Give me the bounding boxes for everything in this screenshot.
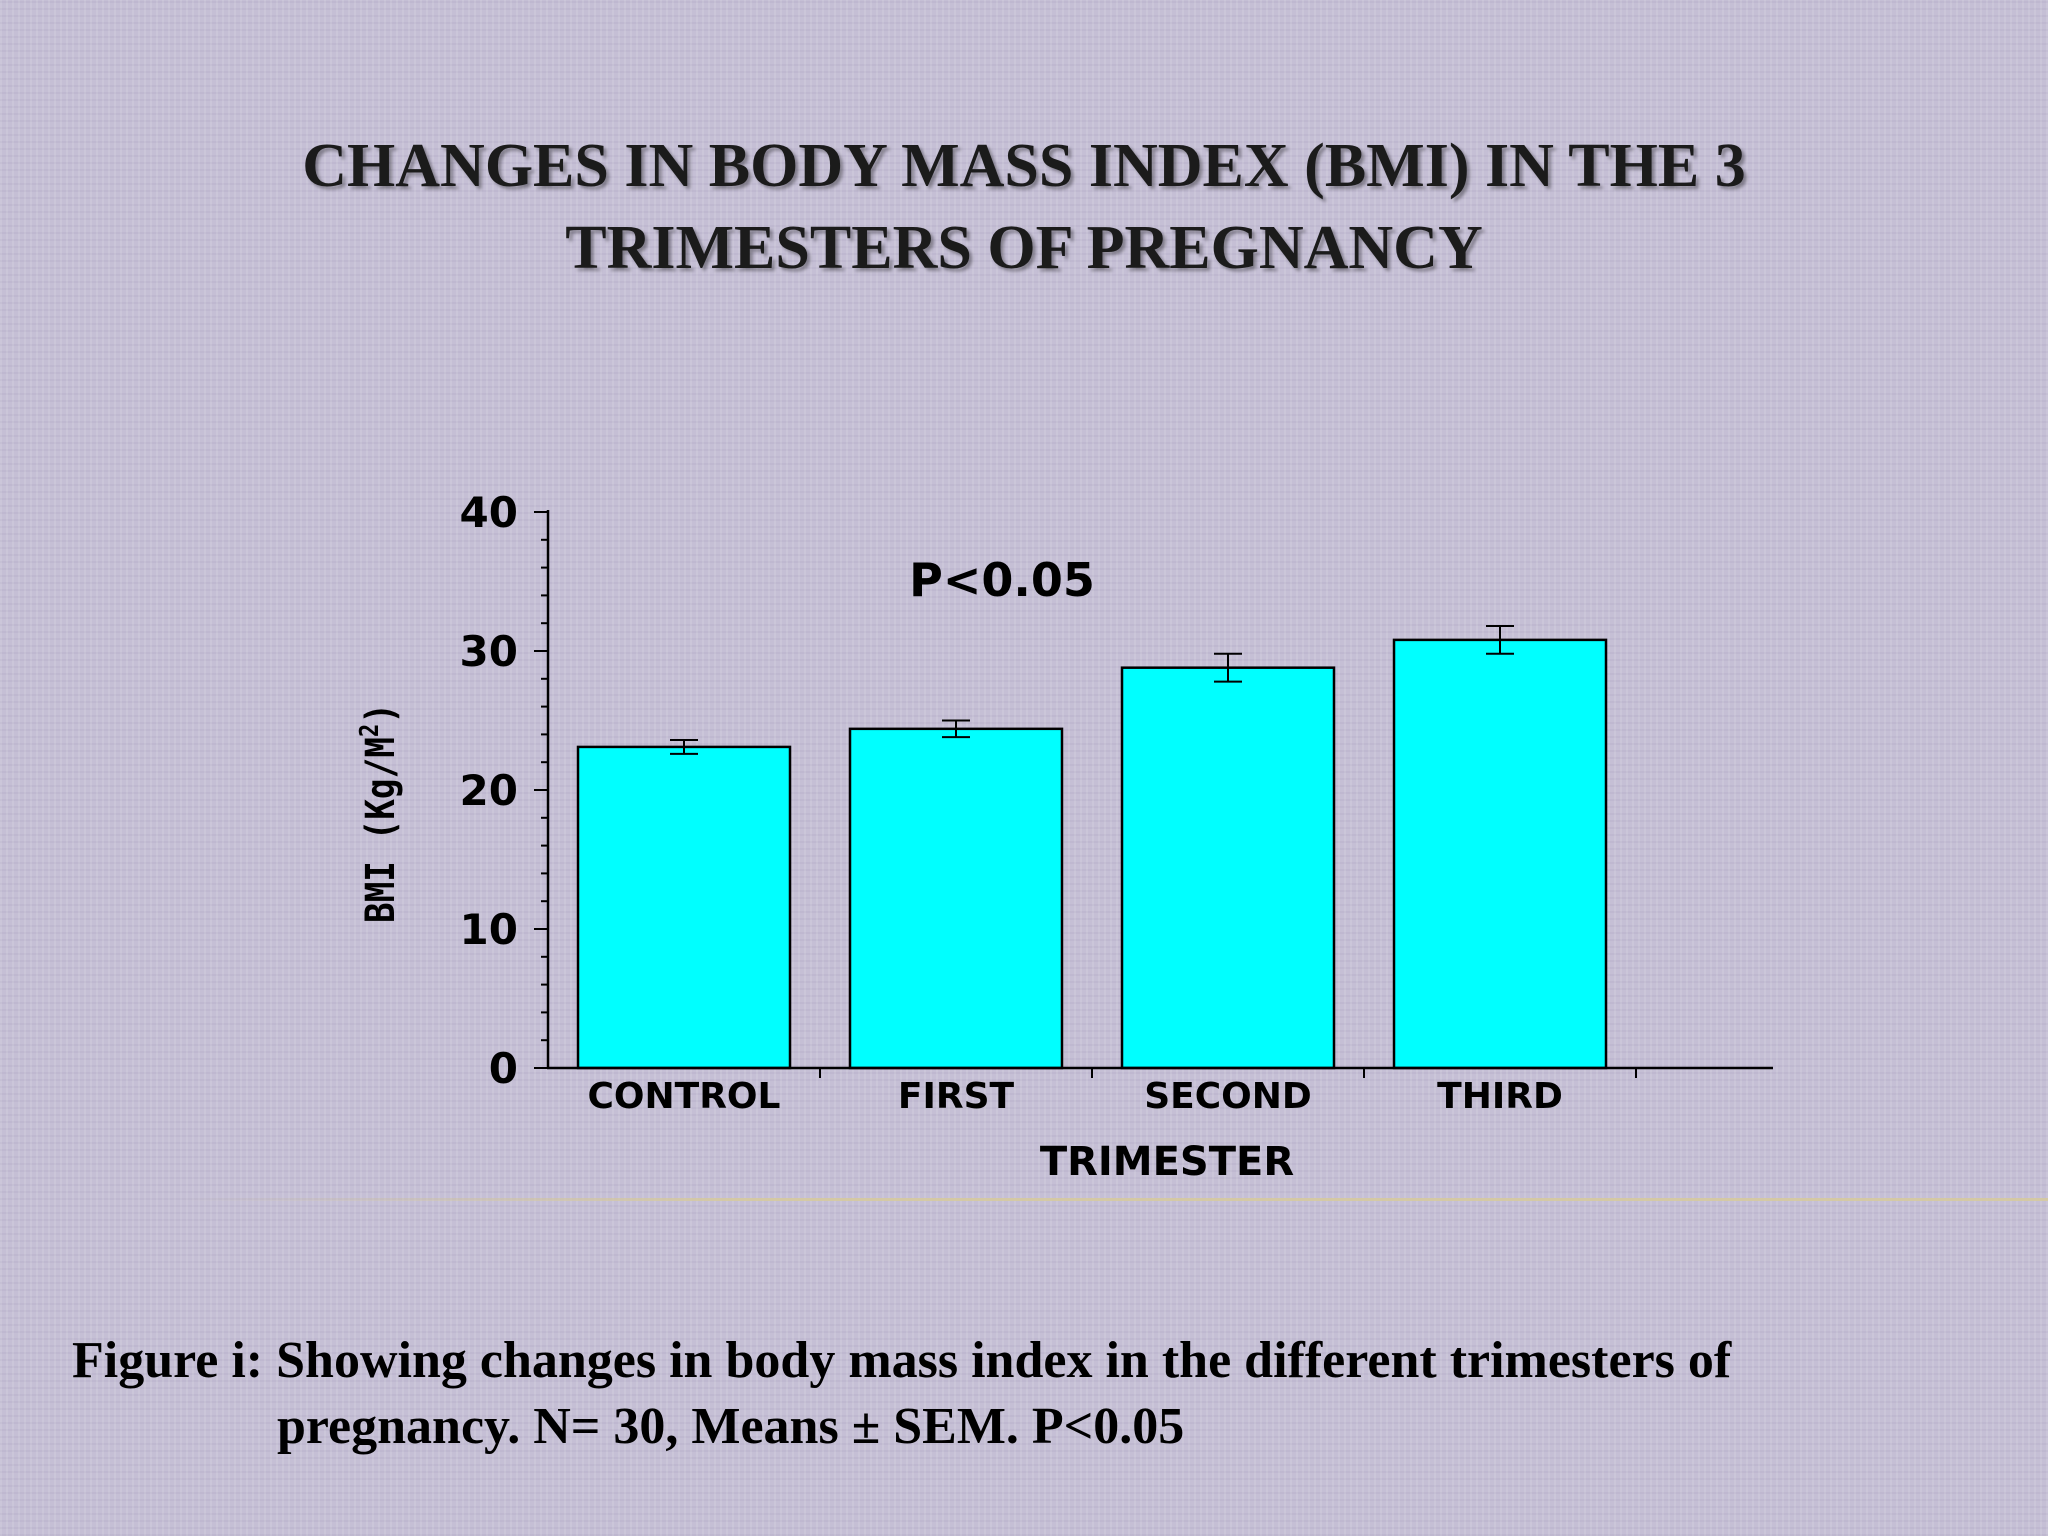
x-axis-title: TRIMESTER [1040,1139,1294,1185]
bars-layer [576,638,1608,1070]
p-value-annotation: P<0.05 [909,553,1095,607]
y-tick-label: 10 [460,905,518,954]
axes-layer [534,510,1773,1078]
y-axis-title-main: BMI (Kg/M [358,737,404,923]
y-tick-label: 30 [460,627,518,676]
slide-title-line-1: CHANGES IN BODY MASS INDEX (BMI) IN THE … [302,132,1746,200]
figure-caption-line-1: Figure i: Showing changes in body mass i… [72,1332,1732,1389]
labels-layer: P<0.05 TRIMESTER BMI (Kg/M2) CONTROL FIRS… [355,488,1563,1185]
y-axis-title: BMI (Kg/M2) [355,703,404,923]
y-tick-label: 0 [489,1044,518,1093]
bar-first [848,727,1064,1070]
bar-third [1392,638,1608,1070]
y-axis-title-superscript: 2 [355,724,385,737]
figure-caption-line-2: pregnancy. N= 30, Means ± SEM. P<0.05 [277,1398,1185,1455]
bar-second [1120,666,1336,1070]
y-tick-label: 20 [460,766,518,815]
x-tick-label: CONTROL [588,1076,781,1117]
x-tick-label: THIRD [1437,1076,1563,1117]
bar-control [576,745,792,1070]
y-tick-label: 40 [460,488,518,537]
slide-title-line-2: TRIMESTERS OF PREGNANCY [565,214,1483,282]
x-tick-label: SECOND [1144,1076,1312,1117]
y-axis-title-suffix: ) [358,703,404,724]
slide-title: CHANGES IN BODY MASS INDEX (BMI) IN THE … [0,125,2048,289]
error-bars-layer [670,624,1514,755]
slide-divider-line [180,1198,2048,1201]
figure-caption: Figure i: Showing changes in body mass i… [72,1328,2032,1460]
x-tick-label: FIRST [898,1076,1015,1117]
